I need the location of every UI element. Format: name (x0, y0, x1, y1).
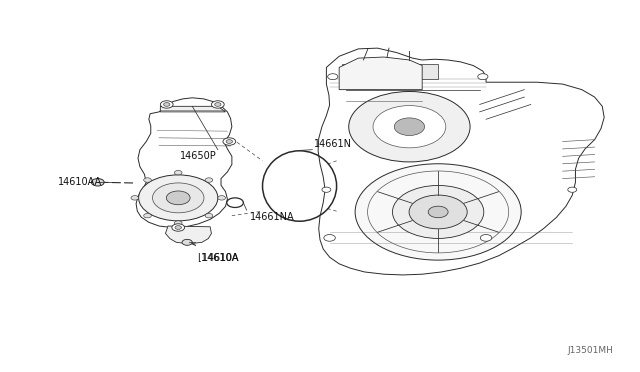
Text: 14610AA: 14610AA (58, 177, 102, 187)
Circle shape (92, 179, 104, 186)
Polygon shape (166, 226, 211, 244)
Circle shape (328, 74, 338, 80)
Circle shape (144, 214, 151, 218)
Bar (342, 64, 368, 78)
Circle shape (152, 183, 204, 213)
Circle shape (394, 118, 424, 135)
Circle shape (164, 103, 170, 106)
Circle shape (205, 214, 212, 218)
Circle shape (324, 235, 335, 241)
Circle shape (218, 196, 225, 200)
Circle shape (214, 103, 221, 106)
Polygon shape (161, 106, 225, 112)
Circle shape (139, 175, 218, 221)
Polygon shape (339, 57, 422, 90)
Circle shape (175, 226, 181, 230)
Text: 14650P: 14650P (180, 151, 216, 161)
Polygon shape (318, 48, 604, 275)
Circle shape (226, 140, 232, 143)
Circle shape (392, 186, 484, 238)
Circle shape (428, 206, 448, 218)
Bar (419, 64, 438, 78)
Polygon shape (136, 98, 232, 228)
Circle shape (322, 187, 331, 192)
Bar (396, 64, 416, 78)
Circle shape (223, 138, 236, 145)
Circle shape (166, 191, 190, 205)
Text: 14661NA: 14661NA (250, 212, 294, 222)
Text: J13501MH: J13501MH (568, 346, 614, 355)
Circle shape (161, 101, 173, 108)
Circle shape (144, 178, 151, 182)
Circle shape (409, 195, 467, 229)
Circle shape (480, 235, 492, 241)
Circle shape (174, 170, 182, 175)
Circle shape (477, 74, 488, 80)
Circle shape (131, 196, 139, 200)
Circle shape (174, 221, 182, 225)
Text: $\lfloor$14610A: $\lfloor$14610A (197, 251, 241, 264)
Circle shape (355, 164, 521, 260)
Circle shape (211, 101, 224, 108)
Circle shape (349, 92, 470, 162)
Text: 14661N: 14661N (314, 139, 351, 149)
Bar (371, 64, 394, 78)
Text: 14610A: 14610A (202, 253, 239, 263)
Circle shape (568, 187, 577, 192)
Circle shape (373, 106, 446, 148)
Circle shape (205, 178, 212, 182)
Circle shape (172, 224, 184, 231)
Circle shape (182, 239, 192, 245)
